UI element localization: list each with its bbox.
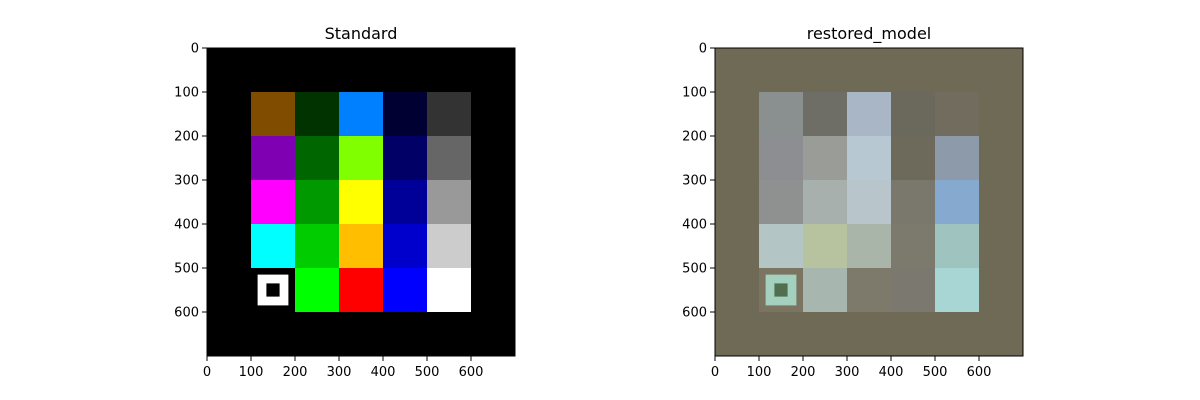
color-patch (847, 224, 891, 268)
marker-inner (774, 283, 788, 297)
color-patch (759, 180, 803, 224)
y-tick-label: 100 (682, 86, 707, 101)
color-patch (339, 180, 383, 224)
color-patch (803, 224, 847, 268)
x-tick-label: 400 (879, 365, 904, 380)
color-patch (339, 224, 383, 268)
color-patch (383, 180, 427, 224)
color-patch (339, 92, 383, 136)
color-patch (427, 180, 471, 224)
x-tick-label: 200 (791, 365, 816, 380)
y-tick-label: 400 (682, 218, 707, 233)
y-tick-label: 300 (682, 174, 707, 189)
x-tick-label: 500 (923, 365, 948, 380)
color-patch (803, 180, 847, 224)
color-patch (295, 268, 339, 312)
color-patch (891, 268, 935, 312)
color-patch (803, 268, 847, 312)
color-patch (295, 92, 339, 136)
color-patch (935, 136, 979, 180)
color-patch (427, 268, 471, 312)
color-patch (427, 136, 471, 180)
color-patch (935, 92, 979, 136)
y-tick-label: 300 (174, 174, 199, 189)
x-tick-label: 300 (327, 365, 352, 380)
x-tick-label: 600 (459, 365, 484, 380)
y-tick-label: 400 (174, 218, 199, 233)
color-patch (251, 180, 295, 224)
y-tick-label: 200 (682, 130, 707, 145)
color-patch (383, 268, 427, 312)
marker-inner (266, 283, 280, 297)
x-tick-label: 500 (415, 365, 440, 380)
y-tick-label: 100 (174, 86, 199, 101)
chart-title: Standard (325, 24, 398, 43)
color-patch (803, 92, 847, 136)
color-patch (847, 136, 891, 180)
color-patch (295, 224, 339, 268)
x-tick-label: 100 (747, 365, 772, 380)
y-tick-label: 600 (174, 306, 199, 321)
color-patch (251, 136, 295, 180)
x-tick-label: 400 (371, 365, 396, 380)
color-patch (935, 224, 979, 268)
color-patch (427, 224, 471, 268)
x-tick-label: 0 (711, 365, 719, 380)
color-patch (847, 268, 891, 312)
color-patch (339, 136, 383, 180)
x-tick-label: 0 (203, 365, 211, 380)
color-patch (847, 180, 891, 224)
color-patch (339, 268, 383, 312)
chart-title: restored_model (807, 24, 932, 44)
x-tick-label: 300 (835, 365, 860, 380)
color-patch (935, 268, 979, 312)
color-patch (891, 224, 935, 268)
color-patch (251, 224, 295, 268)
x-tick-label: 200 (283, 365, 308, 380)
axes-frame (714, 47, 1024, 357)
color-patch (891, 136, 935, 180)
y-tick-label: 200 (174, 130, 199, 145)
color-patch (383, 92, 427, 136)
color-patch (383, 136, 427, 180)
color-patch (935, 180, 979, 224)
y-tick-label: 600 (682, 306, 707, 321)
color-patch (891, 180, 935, 224)
x-tick-label: 600 (967, 365, 992, 380)
panel-standard: 0 100 200 300 400 500 600 0 100 200 300 400 500 600 St… (174, 24, 516, 380)
color-patch (759, 92, 803, 136)
x-tick-label: 100 (239, 365, 264, 380)
color-patch (383, 224, 427, 268)
y-tick-label: 0 (699, 42, 707, 57)
axes-frame (206, 47, 516, 357)
color-patch (427, 92, 471, 136)
color-patch (803, 136, 847, 180)
panel-restored-model: 0 100 200 300 400 500 600 0 100 200 300 400 500 600 re… (682, 24, 1024, 380)
color-patch (759, 136, 803, 180)
y-tick-label: 0 (191, 42, 199, 57)
color-patch (295, 136, 339, 180)
y-tick-label: 500 (174, 262, 199, 277)
color-patch (847, 92, 891, 136)
color-patch (891, 92, 935, 136)
color-patch (295, 180, 339, 224)
color-patch (251, 92, 295, 136)
y-tick-label: 500 (682, 262, 707, 277)
color-patch (759, 224, 803, 268)
